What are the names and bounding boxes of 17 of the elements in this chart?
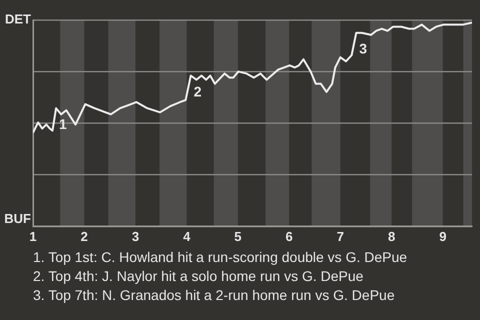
annotation: 2 (194, 83, 202, 100)
x-tick-label: 8 (388, 228, 396, 244)
x-tick-label: 1 (29, 228, 37, 244)
text: DET (5, 12, 32, 27)
annotation: 3 (359, 40, 368, 57)
x-tick-label: 3 (132, 228, 140, 244)
x-tick-label: 2 (80, 228, 88, 244)
text: BUF (4, 210, 32, 226)
text: 3. Top 7th: N. Granados hit a 2-run home run vs G. DePue (33, 286, 396, 305)
x-tick-label: 7 (336, 228, 344, 244)
x-tick-label: 4 (183, 228, 192, 244)
x-tick-label: 6 (286, 228, 293, 244)
x-tick-label: 5 (234, 228, 242, 244)
text: 2. Top 4th: J. Naylor hit a solo home run vs G. DePue (33, 267, 364, 286)
x-tick-label: 9 (439, 228, 446, 244)
text: 1. Top 1st: C. Howland hit a run-scoring double vs G. DePue (33, 248, 408, 267)
annotation: 1 (59, 116, 68, 132)
